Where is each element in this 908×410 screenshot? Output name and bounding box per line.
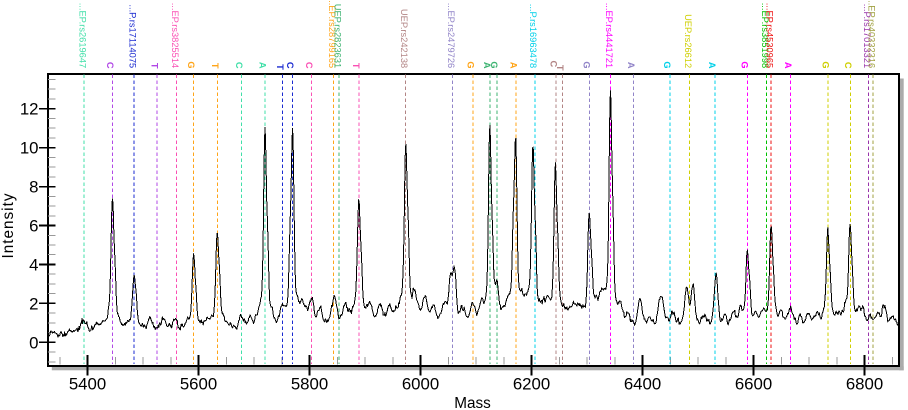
- svg-text:T: T: [555, 65, 565, 71]
- svg-text:G: G: [186, 61, 196, 68]
- svg-text:6400: 6400: [624, 374, 661, 393]
- svg-text:A: A: [707, 62, 717, 69]
- svg-text:T: T: [210, 63, 220, 69]
- svg-text:A: A: [783, 62, 793, 69]
- svg-text:10: 10: [20, 139, 39, 158]
- svg-text:C: C: [843, 62, 853, 69]
- svg-text:12: 12: [20, 100, 39, 119]
- svg-text:0: 0: [29, 333, 38, 352]
- svg-text:T: T: [351, 63, 361, 69]
- svg-text:G: G: [820, 61, 830, 68]
- svg-text:5600: 5600: [180, 374, 217, 393]
- svg-text:UEP.rs2823631: UEP.rs2823631: [333, 4, 343, 68]
- svg-text:5800: 5800: [291, 374, 328, 393]
- svg-text:...EP.rs28799165: ...EP.rs28799165: [327, 0, 337, 68]
- svg-text:Mass: Mass: [454, 395, 491, 410]
- svg-text:G: G: [582, 61, 592, 68]
- svg-text:...EP.rs40332316: ...EP.rs40332316: [867, 0, 877, 68]
- svg-text:6200: 6200: [513, 374, 550, 393]
- svg-text:T: T: [275, 64, 285, 70]
- svg-text:G: G: [740, 61, 750, 68]
- svg-text:...EP.rs2479726: ...EP.rs2479726: [446, 3, 456, 68]
- svg-text:...EP.rs2619647: ...EP.rs2619647: [77, 3, 87, 68]
- svg-text:6800: 6800: [846, 374, 883, 393]
- svg-text:C: C: [234, 62, 244, 69]
- svg-text:C: C: [105, 62, 115, 69]
- svg-text:A: A: [509, 62, 519, 69]
- svg-text:A: A: [626, 62, 636, 69]
- svg-text:C: C: [549, 60, 559, 67]
- svg-text:6000: 6000: [402, 374, 439, 393]
- svg-text:T: T: [149, 63, 159, 69]
- svg-text:G: G: [662, 61, 672, 68]
- svg-text:C: C: [285, 62, 295, 69]
- svg-text:6: 6: [29, 217, 38, 236]
- svg-text:4: 4: [29, 256, 38, 275]
- svg-text:...P.rs17013321: ...P.rs17013321: [862, 4, 872, 68]
- svg-text:Intensity: Intensity: [0, 193, 17, 259]
- svg-text:...P.rs17114075: ...P.rs17114075: [127, 4, 137, 68]
- svg-text:...EP.rs4530965: ...EP.rs4530965: [764, 3, 774, 68]
- svg-text:A: A: [482, 62, 492, 69]
- svg-text:5400: 5400: [69, 374, 106, 393]
- svg-text:G: G: [489, 61, 499, 68]
- svg-text:...EP.rs3825514: ...EP.rs3825514: [170, 3, 180, 68]
- svg-text:2: 2: [29, 294, 38, 313]
- svg-text:...EP.rs3851998: ...EP.rs3851998: [760, 3, 770, 68]
- svg-text:UEP.rs26612: UEP.rs26612: [683, 14, 693, 68]
- svg-text:8: 8: [29, 178, 38, 197]
- svg-text:C: C: [304, 62, 314, 69]
- svg-text:A: A: [257, 62, 267, 69]
- svg-text:UEP.rs242138: UEP.rs242138: [399, 9, 409, 68]
- svg-text:G: G: [465, 61, 475, 68]
- svg-text:...P.rs16963478: ...P.rs16963478: [528, 4, 538, 68]
- svg-text:6600: 6600: [735, 374, 772, 393]
- svg-text:...EP.rs4441721: ...EP.rs4441721: [604, 3, 614, 68]
